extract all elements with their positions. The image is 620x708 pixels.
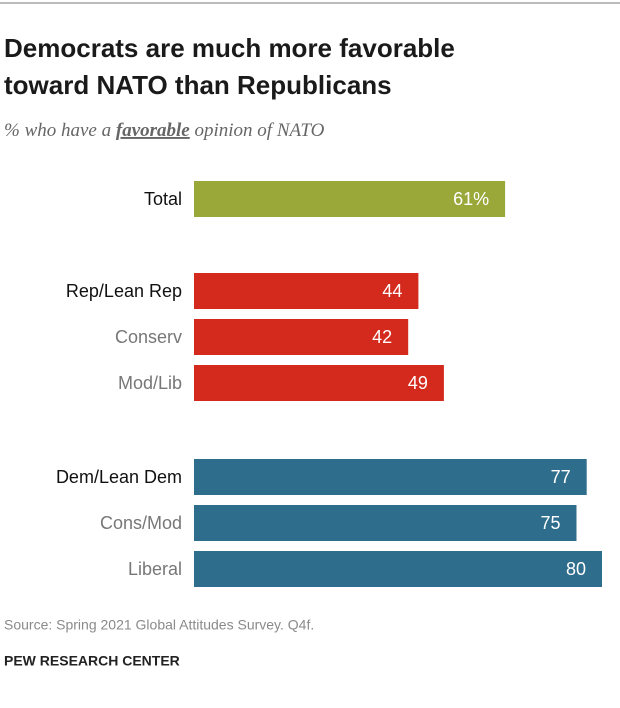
credit: PEW RESEARCH CENTER xyxy=(4,653,180,669)
bar xyxy=(194,551,602,587)
value-label: 49 xyxy=(408,373,428,393)
value-label: 77 xyxy=(551,467,571,487)
bar xyxy=(194,319,409,355)
bar xyxy=(194,181,506,217)
chart-title: toward NATO than Republicans xyxy=(4,70,392,100)
category-label: Cons/Mod xyxy=(100,513,182,533)
value-label: 80 xyxy=(566,559,586,579)
category-label: Liberal xyxy=(128,559,182,579)
bar xyxy=(194,505,577,541)
category-label: Mod/Lib xyxy=(118,373,182,393)
value-label: 61% xyxy=(453,189,489,209)
bar xyxy=(194,273,419,309)
bar xyxy=(194,365,444,401)
chart-title: Democrats are much more favorable xyxy=(4,33,455,63)
subtitle: % who have a favorable opinion of NATO xyxy=(4,120,325,141)
category-label: Dem/Lean Dem xyxy=(56,467,182,487)
subtitle-part: % who have a xyxy=(4,120,116,141)
source: Source: Spring 2021 Global Attitudes Sur… xyxy=(4,617,314,633)
bar xyxy=(194,459,587,495)
category-label: Rep/Lean Rep xyxy=(66,281,182,301)
category-label: Conserv xyxy=(115,327,182,347)
value-label: 42 xyxy=(372,327,392,347)
category-label: Total xyxy=(144,189,182,209)
value-label: 44 xyxy=(382,281,402,301)
subtitle-emphasis: favorable xyxy=(116,120,190,141)
subtitle-part: opinion of NATO xyxy=(190,120,325,141)
value-label: 75 xyxy=(540,513,560,533)
